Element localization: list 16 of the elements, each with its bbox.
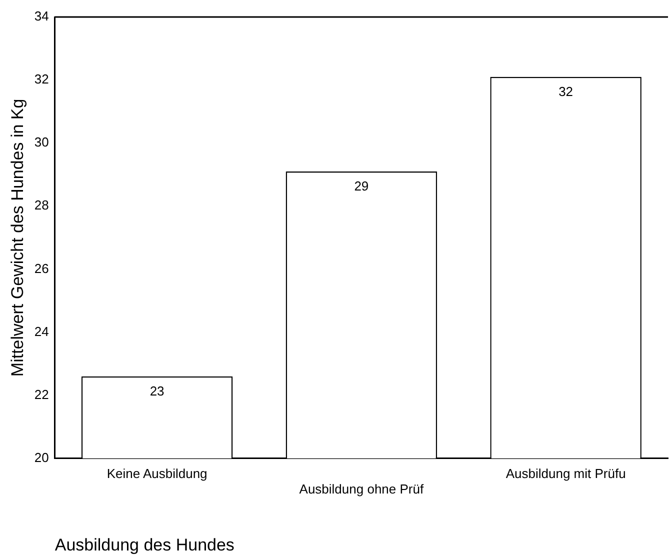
x-axis-title: Ausbildung des Hundes	[54, 535, 234, 554]
x-tick-label: Ausbildung mit Prüfu	[506, 466, 626, 481]
y-tick-label: 20	[34, 450, 49, 465]
data-label: 23	[150, 384, 164, 399]
x-tick-label: Ausbildung ohne Prüf	[299, 481, 424, 496]
y-tick-label: 28	[34, 198, 49, 213]
y-tick-label: 26	[34, 260, 49, 276]
y-tick-label: 34	[34, 8, 49, 24]
y-tick-label: 30	[34, 134, 49, 150]
data-label: 32	[558, 84, 574, 99]
y-tick-label: 32	[34, 72, 49, 87]
y-axis-title: Mittelwert Gewicht des Hundes in Kg	[8, 98, 27, 377]
x-tick-label: Keine Ausbildung	[106, 466, 208, 481]
y-tick-label: 22	[34, 386, 49, 402]
data-label: 29	[354, 178, 369, 194]
y-tick-label: 24	[34, 324, 49, 339]
